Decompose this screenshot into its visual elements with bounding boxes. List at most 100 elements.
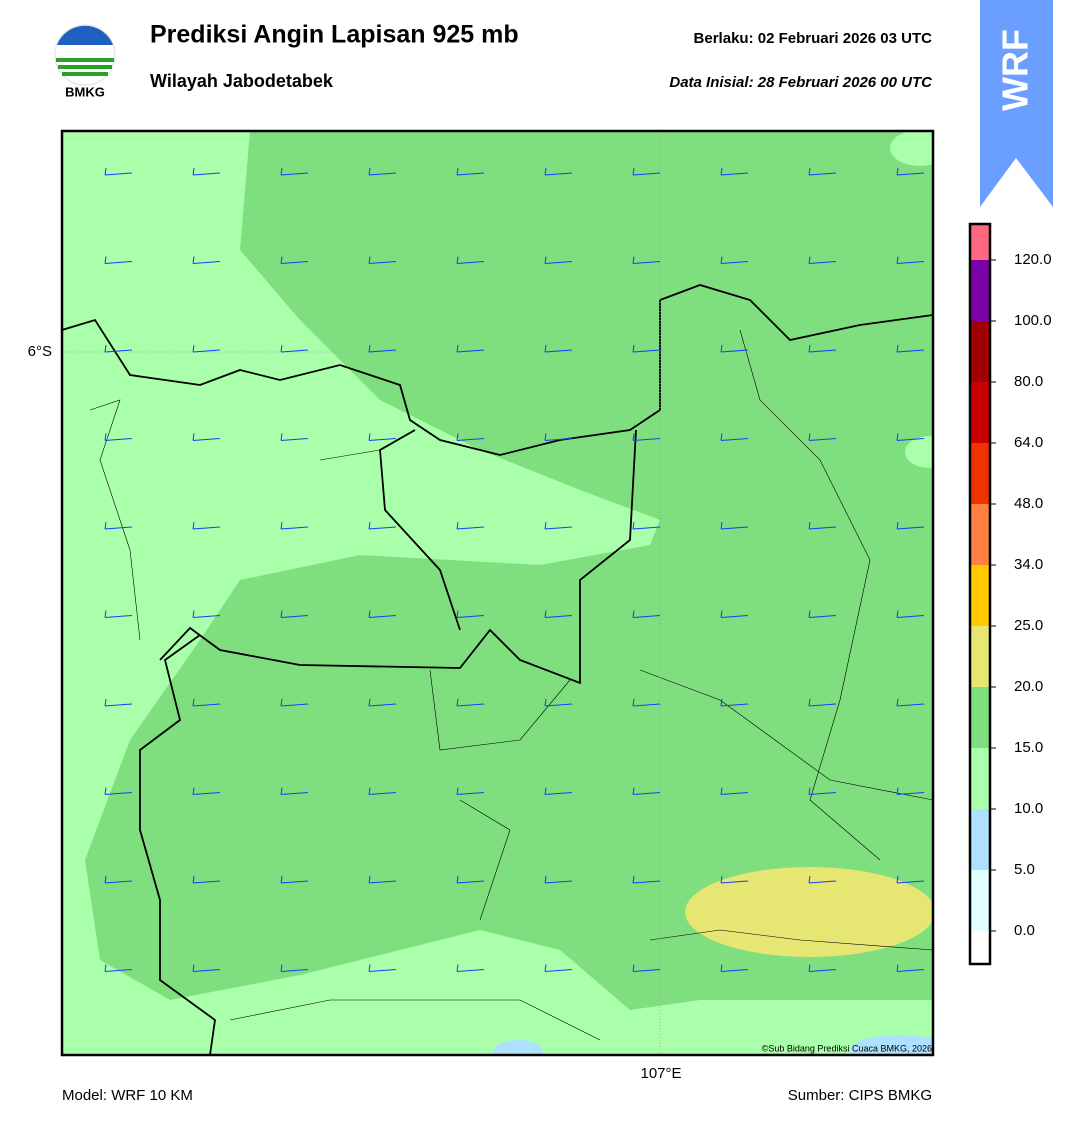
logo: BMKG xyxy=(54,24,116,99)
colorbar-label: 100.0 xyxy=(1014,312,1052,329)
colorbar-segment xyxy=(970,260,990,321)
wind-barb xyxy=(192,787,221,795)
wind-barb xyxy=(896,344,925,353)
wind-barb xyxy=(896,875,925,884)
wind-barb xyxy=(456,787,485,795)
lon-label: 107°E xyxy=(640,1065,681,1082)
colorbar-segment xyxy=(970,504,990,565)
model-label: Model: WRF 10 KM xyxy=(62,1087,193,1104)
wind-barb xyxy=(632,256,661,264)
wind-barb xyxy=(368,610,397,618)
colorbar-segment xyxy=(970,626,990,687)
wind-barb xyxy=(104,167,133,176)
wind-barb xyxy=(632,344,661,353)
wind-barb xyxy=(456,698,485,707)
wind-barb xyxy=(192,875,221,884)
wind-barb xyxy=(368,344,397,353)
wind-barb xyxy=(104,433,133,441)
wind-barb xyxy=(280,964,309,972)
wind-barb xyxy=(280,521,309,530)
wind-barb xyxy=(104,787,133,795)
wind-barb xyxy=(544,698,573,707)
wind-barbs xyxy=(104,167,925,972)
wind-barb xyxy=(192,433,221,441)
colorbar-segment xyxy=(970,809,990,870)
wind-barb xyxy=(896,433,925,441)
wind-barb xyxy=(280,787,309,795)
lat-label: 6°S xyxy=(28,343,52,360)
wind-barb xyxy=(544,964,573,972)
colorbar-label: 0.0 xyxy=(1014,922,1035,939)
wind-barb xyxy=(104,964,133,972)
ribbon xyxy=(980,0,1053,207)
wind-barb xyxy=(544,875,573,884)
wind-barb xyxy=(456,610,485,618)
wind-barb xyxy=(544,256,573,264)
wind-barb xyxy=(632,964,661,972)
wind-barb xyxy=(632,875,661,884)
wind-barb xyxy=(368,964,397,972)
wind-barb xyxy=(280,433,309,441)
wind-barb xyxy=(808,344,837,353)
colorbar-segment xyxy=(970,565,990,626)
colorbar-label: 34.0 xyxy=(1014,556,1043,573)
wind-barb xyxy=(192,167,221,176)
wind-barb xyxy=(632,698,661,707)
wind-barb xyxy=(456,521,485,530)
wind-barb xyxy=(368,875,397,884)
wind-barb xyxy=(368,167,397,176)
colorbar-label: 10.0 xyxy=(1014,800,1043,817)
wind-barb xyxy=(104,610,133,618)
wind-barb xyxy=(192,521,221,530)
wind-barb xyxy=(632,787,661,795)
wind-barb xyxy=(104,521,133,530)
wind-barb xyxy=(896,610,925,618)
colorbar-segment xyxy=(970,687,990,748)
wind-barb xyxy=(808,256,837,264)
wind-barb xyxy=(280,344,309,353)
wind-barb xyxy=(368,433,397,441)
colorbar-segment xyxy=(970,870,990,931)
wind-barb xyxy=(896,167,925,176)
colorbar-segment xyxy=(970,321,990,382)
wind-barb xyxy=(720,433,749,441)
wind-barb xyxy=(192,698,221,707)
colorbar-label: 120.0 xyxy=(1014,251,1052,268)
colorbar-label: 80.0 xyxy=(1014,373,1043,390)
wind-barb xyxy=(808,787,837,795)
wind-barb xyxy=(896,521,925,530)
colorbar-segment xyxy=(970,748,990,809)
wind-barb xyxy=(544,610,573,618)
init-time: Data Inisial: 28 Februari 2026 00 UTC xyxy=(669,74,933,91)
wind-barb xyxy=(192,964,221,972)
wind-barb xyxy=(632,610,661,618)
wind-barb xyxy=(280,256,309,264)
wind-barb xyxy=(104,256,133,264)
wind-barb xyxy=(808,964,837,972)
wind-barb xyxy=(808,875,837,884)
title: Prediksi Angin Lapisan 925 mb xyxy=(150,21,519,49)
wind-barb xyxy=(280,698,309,707)
wind-barb xyxy=(720,167,749,176)
colorbar-label: 15.0 xyxy=(1014,739,1043,756)
wind-barb xyxy=(192,610,221,618)
wind-barb xyxy=(368,521,397,530)
wind-barb xyxy=(368,698,397,707)
wind-barb xyxy=(456,167,485,176)
wind-barb xyxy=(632,521,661,530)
wind-barb xyxy=(104,875,133,884)
wind-barb xyxy=(456,256,485,264)
subtitle: Wilayah Jabodetabek xyxy=(150,71,334,91)
wind-barb xyxy=(808,521,837,530)
colorbar-segment xyxy=(970,382,990,443)
source-label: Sumber: CIPS BMKG xyxy=(788,1087,932,1104)
wind-barb xyxy=(632,433,661,441)
wind-barb xyxy=(456,433,485,441)
wind-barb xyxy=(544,787,573,795)
colorbar-label: 20.0 xyxy=(1014,678,1043,695)
wind-barb xyxy=(720,698,749,707)
wind-barb xyxy=(544,433,573,441)
wind-barb xyxy=(192,256,221,264)
wind-barb xyxy=(808,610,837,618)
